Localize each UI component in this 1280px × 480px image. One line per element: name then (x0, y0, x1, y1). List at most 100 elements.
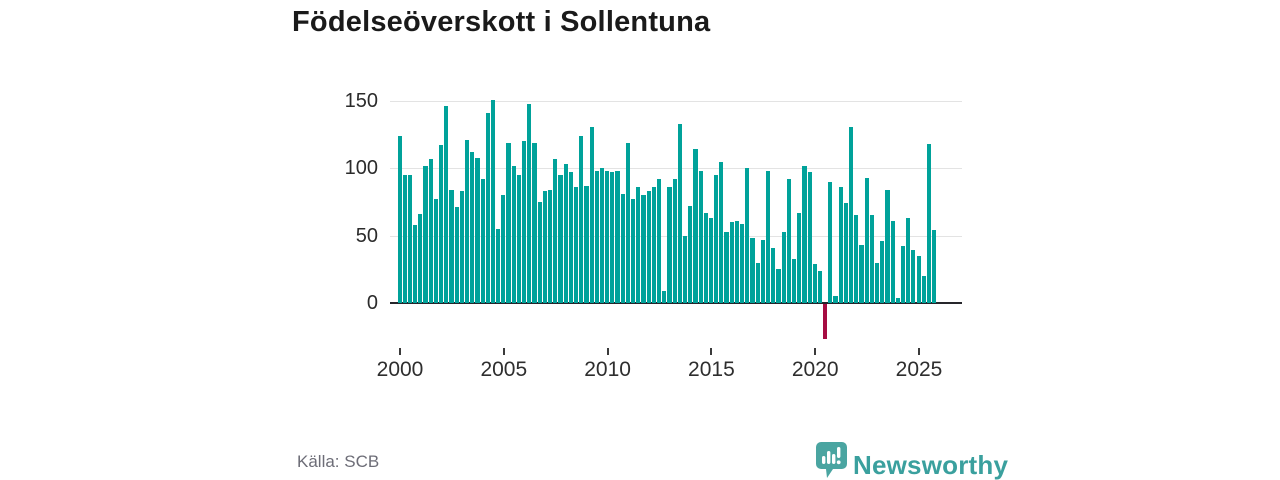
bar-2002-Q1 (439, 145, 444, 303)
bar-2007-Q1 (542, 191, 547, 303)
y-axis-label-50: 50 (355, 224, 378, 247)
bar-2012-Q2 (651, 187, 656, 303)
bar-2002-Q2 (444, 106, 449, 303)
bar-2012-Q1 (646, 191, 651, 303)
bar-2000-Q1 (397, 136, 402, 303)
bar-2023-Q3 (885, 189, 890, 303)
bar-2015-Q4 (724, 231, 729, 303)
bar-2011-Q2 (631, 199, 636, 303)
bar-2003-Q3 (470, 152, 475, 303)
bar-2024-Q4 (911, 250, 916, 303)
bar-2013-Q3 (677, 123, 682, 303)
y-axis-label-0: 0 (366, 292, 378, 314)
bar-2010-Q4 (620, 193, 625, 303)
bar-2004-Q1 (480, 179, 485, 303)
bar-2021-Q3 (843, 203, 849, 303)
x-tick-2010 (606, 348, 609, 355)
bar-2009-Q2 (589, 126, 594, 303)
bar-2009-Q4 (599, 168, 605, 303)
chart-title: Födelseöverskott i Sollentuna (292, 6, 711, 38)
x-tick-2020 (814, 348, 817, 355)
bar-2025-Q4 (932, 230, 937, 303)
bar-2007-Q2 (548, 189, 553, 303)
bar-2024-Q2 (900, 246, 906, 303)
bar-2025-Q2 (921, 276, 926, 303)
bar-2006-Q4 (537, 202, 542, 303)
x-axis-label-2015: 2015 (688, 358, 735, 381)
newsworthy-logo-icon (816, 442, 847, 478)
bar-2000-Q3 (407, 175, 413, 303)
bar-2012-Q4 (662, 290, 667, 303)
bar-2012-Q3 (657, 179, 662, 303)
x-axis-line (390, 302, 962, 304)
bar-2003-Q2 (464, 140, 470, 303)
bar-2010-Q2 (610, 172, 615, 303)
bar-2021-Q2 (838, 187, 843, 303)
bar-2008-Q1 (563, 164, 568, 303)
bar-2022-Q1 (854, 215, 859, 303)
bar-2023-Q1 (874, 262, 880, 303)
bar-2004-Q4 (496, 228, 501, 303)
bar-2011-Q3 (636, 187, 641, 303)
bar-2015-Q2 (714, 175, 719, 303)
bar-2015-Q1 (708, 218, 714, 303)
bar-2014-Q4 (703, 212, 708, 303)
bar-2016-Q2 (734, 220, 740, 303)
bar-2008-Q2 (568, 172, 573, 303)
bar-2024-Q1 (895, 297, 900, 303)
bar-2005-Q4 (516, 175, 522, 303)
bar-2016-Q4 (745, 168, 750, 303)
bar-2014-Q1 (688, 206, 693, 303)
bar-2007-Q4 (558, 175, 563, 303)
bar-2004-Q3 (490, 99, 496, 303)
bar-2001-Q1 (418, 214, 423, 303)
x-axis-label-2000: 2000 (376, 358, 424, 381)
bar-2003-Q4 (475, 157, 480, 303)
bar-2013-Q4 (682, 235, 688, 303)
bar-2022-Q2 (859, 245, 864, 303)
bar-2014-Q3 (698, 171, 703, 303)
bar-2025-Q1 (916, 255, 921, 303)
bar-2008-Q4 (579, 136, 584, 303)
bar-2021-Q4 (849, 126, 854, 303)
bar-2020-Q2 (817, 270, 823, 303)
x-tick-2005 (502, 348, 505, 355)
bar-2017-Q2 (755, 262, 760, 303)
bar-2001-Q4 (433, 199, 439, 303)
newsworthy-logo: Newsworthy (815, 441, 1008, 480)
bar-2015-Q3 (719, 161, 724, 303)
source-note: Källa: SCB (297, 452, 380, 471)
bar-2017-Q4 (765, 171, 771, 303)
newsworthy-logo-text: Newsworthy (853, 450, 1009, 480)
bar-2019-Q2 (797, 212, 802, 303)
bar-2011-Q1 (625, 142, 631, 303)
bar-2001-Q2 (423, 165, 428, 303)
x-tick-2000 (399, 348, 401, 355)
bar-2017-Q3 (760, 239, 765, 303)
bar-2002-Q3 (449, 189, 454, 303)
y-axis-label-100: 100 (344, 157, 378, 180)
bar-2010-Q1 (605, 171, 610, 303)
x-axis-label-2025: 2025 (895, 358, 943, 381)
bar-2022-Q3 (864, 177, 869, 303)
x-tick-2025 (918, 348, 920, 355)
bar-2018-Q4 (786, 179, 791, 303)
bar-2005-Q2 (506, 142, 511, 303)
bar-2020-Q3 (823, 304, 828, 339)
x-axis-label-2005: 2005 (480, 358, 528, 381)
bar-2024-Q3 (906, 218, 911, 303)
bar-2016-Q3 (740, 223, 745, 303)
bar-2005-Q3 (511, 165, 516, 303)
bar-2025-Q3 (926, 144, 932, 303)
bar-2000-Q2 (402, 175, 407, 303)
bar-2009-Q1 (584, 185, 589, 303)
bar-2009-Q3 (594, 171, 599, 303)
bar-2023-Q2 (880, 241, 885, 303)
bar-2006-Q1 (522, 141, 527, 303)
bar-2010-Q3 (615, 171, 620, 303)
gridline-y150 (390, 101, 962, 102)
bar-2020-Q4 (828, 181, 833, 303)
y-axis-label-150: 150 (344, 90, 378, 112)
bar-2007-Q3 (553, 158, 558, 303)
bar-2019-Q1 (791, 258, 797, 303)
